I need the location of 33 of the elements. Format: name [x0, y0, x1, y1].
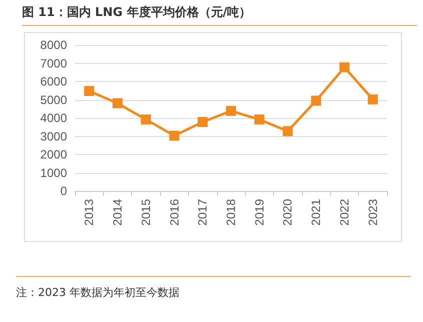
point — [84, 86, 94, 96]
x-tick-label: 2021 — [309, 198, 324, 226]
y-tick-label: 1000 — [40, 166, 68, 180]
x-tick-label: 2013 — [82, 198, 96, 226]
x-tick-label: 2020 — [280, 198, 295, 226]
x-tick-label: 2018 — [224, 198, 238, 226]
point — [339, 62, 350, 72]
y-tick-label: 2000 — [40, 148, 68, 162]
point — [368, 94, 378, 104]
y-tick-label: 5000 — [40, 92, 68, 107]
point — [282, 126, 293, 136]
x-tick-label: 2019 — [252, 198, 266, 226]
x-tick-label: 2017 — [196, 198, 210, 226]
y-tick-label: 4000 — [40, 111, 68, 125]
chart-title: 图 11：国内 LNG 年度平均价格（元/吨） — [22, 4, 417, 26]
text: 注：2023 年数据为年初至今数据 — [16, 276, 411, 300]
x-tick-label: 2015 — [138, 198, 153, 226]
x-tick-label: 2016 — [167, 198, 182, 226]
y-tick-label: 0 — [60, 184, 68, 198]
x-tick-label: 2022 — [337, 198, 352, 226]
point — [226, 106, 236, 116]
point — [112, 98, 123, 108]
y-tick-label: 6000 — [40, 74, 68, 88]
y-tick-label: 7000 — [40, 56, 68, 70]
point — [254, 114, 264, 124]
point — [140, 114, 151, 124]
y-tick-label: 8000 — [40, 38, 68, 52]
point — [311, 96, 322, 106]
x-tick-label: 2014 — [110, 198, 125, 226]
point — [169, 130, 180, 141]
point — [198, 117, 208, 128]
y-tick-label: 3000 — [40, 129, 68, 144]
x-tick-label: 2023 — [366, 198, 380, 226]
